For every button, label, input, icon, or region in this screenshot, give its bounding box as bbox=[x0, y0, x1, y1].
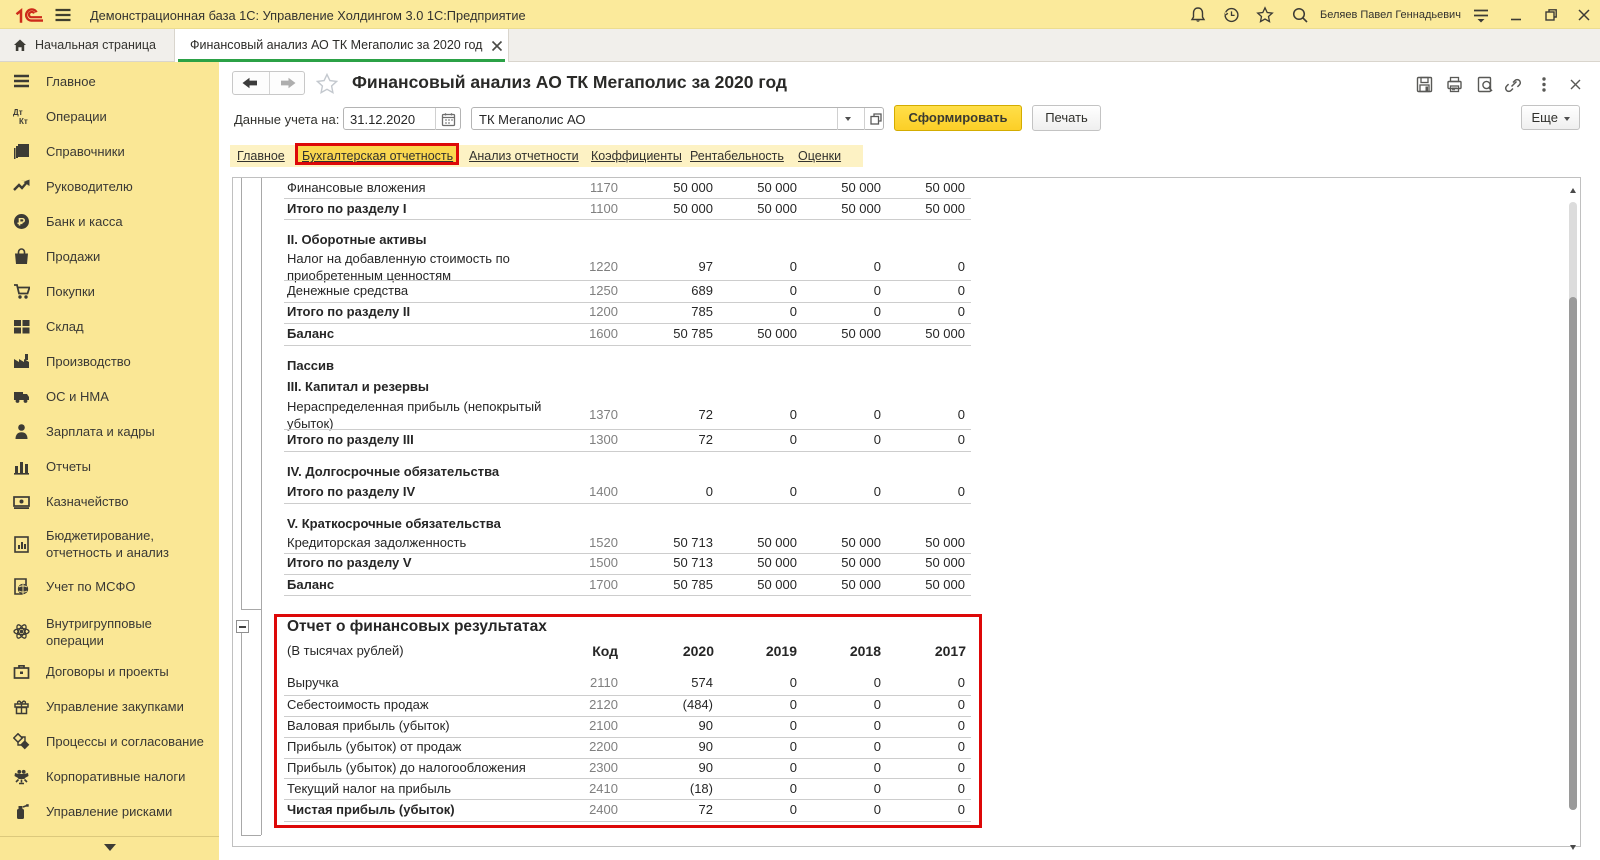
svg-text:Дт: Дт bbox=[13, 108, 23, 117]
svg-text:Кт: Кт bbox=[19, 117, 28, 125]
